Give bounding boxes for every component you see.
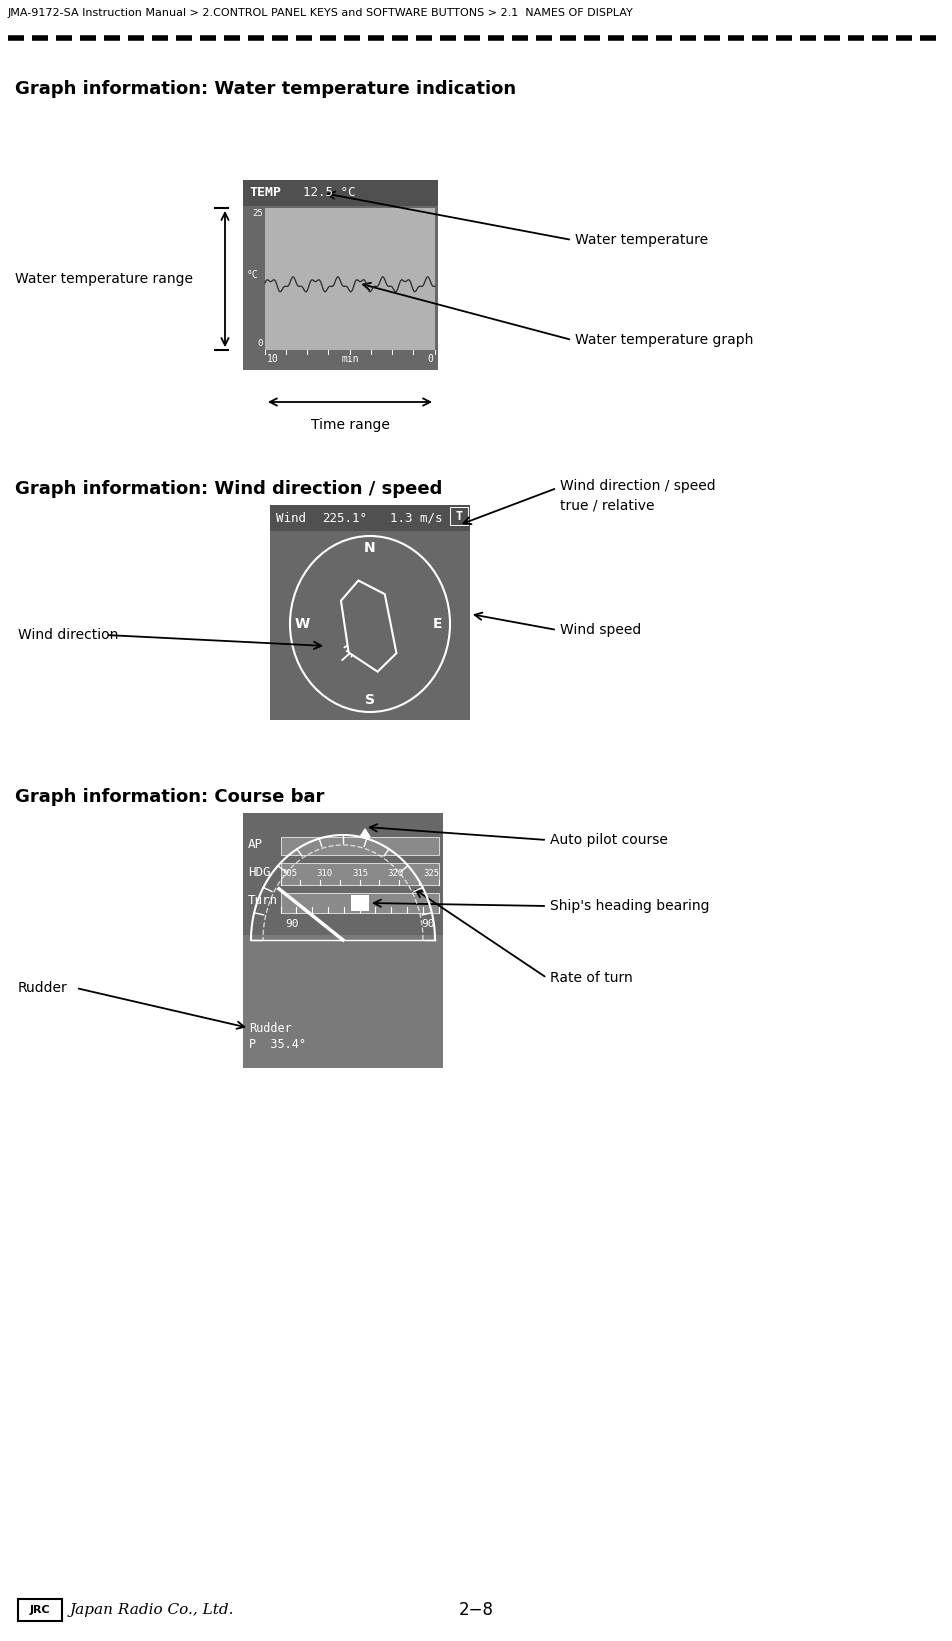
Text: Graph information: Course bar: Graph information: Course bar — [15, 788, 325, 806]
Bar — [351, 894, 369, 911]
Text: P  35.4°: P 35.4° — [249, 1037, 306, 1050]
Text: Ship's heading bearing: Ship's heading bearing — [550, 899, 709, 912]
Ellipse shape — [290, 537, 450, 712]
Text: 325: 325 — [423, 870, 439, 878]
Bar — [243, 181, 438, 207]
Text: 1.3 m/s: 1.3 m/s — [390, 512, 443, 525]
Text: 315: 315 — [352, 870, 368, 878]
Bar — [270, 505, 470, 720]
Text: Rate of turn: Rate of turn — [550, 971, 633, 985]
Text: T: T — [455, 509, 463, 522]
Text: 225.1°: 225.1° — [322, 512, 367, 525]
Text: Graph information: Water temperature indication: Graph information: Water temperature ind… — [15, 80, 516, 98]
Text: Auto pilot course: Auto pilot course — [550, 834, 668, 847]
Bar — [281, 893, 439, 912]
Text: 10: 10 — [267, 354, 279, 364]
Text: 90: 90 — [422, 919, 435, 929]
Text: Graph information: Wind direction / speed: Graph information: Wind direction / spee… — [15, 481, 443, 497]
Polygon shape — [341, 581, 396, 671]
Text: TEMP: TEMP — [249, 187, 281, 200]
Text: Rudder: Rudder — [249, 1021, 291, 1034]
Text: 320: 320 — [387, 870, 403, 878]
Text: JMA-9172-SA Instruction Manual > 2.CONTROL PANEL KEYS and SOFTWARE BUTTONS > 2.1: JMA-9172-SA Instruction Manual > 2.CONTR… — [8, 8, 634, 18]
Text: Water temperature range: Water temperature range — [15, 272, 193, 286]
Bar — [243, 935, 443, 1068]
Text: 305: 305 — [281, 870, 297, 878]
Text: 0: 0 — [427, 354, 433, 364]
Bar — [243, 812, 443, 1068]
Text: AP: AP — [248, 839, 263, 852]
Text: S: S — [365, 693, 375, 707]
Text: °C: °C — [247, 269, 259, 279]
Text: 0: 0 — [258, 340, 263, 348]
Text: Wind direction / speed
true / relative: Wind direction / speed true / relative — [560, 479, 716, 512]
Text: W: W — [294, 617, 309, 632]
Text: Turn: Turn — [248, 894, 278, 907]
Text: 25: 25 — [252, 208, 263, 218]
Text: HDG: HDG — [248, 866, 270, 880]
Polygon shape — [360, 829, 370, 837]
Bar — [281, 837, 439, 855]
Text: E: E — [433, 617, 443, 632]
Text: min: min — [341, 354, 359, 364]
Bar — [265, 208, 435, 350]
Bar — [243, 181, 438, 369]
Text: N: N — [365, 542, 376, 555]
Bar — [281, 863, 439, 884]
Text: Water temperature: Water temperature — [575, 233, 708, 248]
Bar — [270, 505, 470, 532]
Text: Wind: Wind — [276, 512, 306, 525]
Text: 90: 90 — [285, 919, 299, 929]
Bar — [18, 1598, 62, 1621]
Text: Water temperature graph: Water temperature graph — [575, 333, 753, 346]
Text: 12.5 °C: 12.5 °C — [303, 187, 355, 200]
Text: Time range: Time range — [310, 418, 389, 432]
Text: 2−8: 2−8 — [459, 1602, 493, 1620]
Text: Japan Radio Co., Ltd.: Japan Radio Co., Ltd. — [70, 1603, 234, 1616]
Text: Rudder: Rudder — [18, 981, 68, 994]
Bar — [450, 507, 468, 525]
Text: Wind direction: Wind direction — [18, 629, 118, 642]
Text: JRC: JRC — [30, 1605, 50, 1615]
Text: Wind speed: Wind speed — [560, 624, 642, 637]
Text: 310: 310 — [316, 870, 332, 878]
